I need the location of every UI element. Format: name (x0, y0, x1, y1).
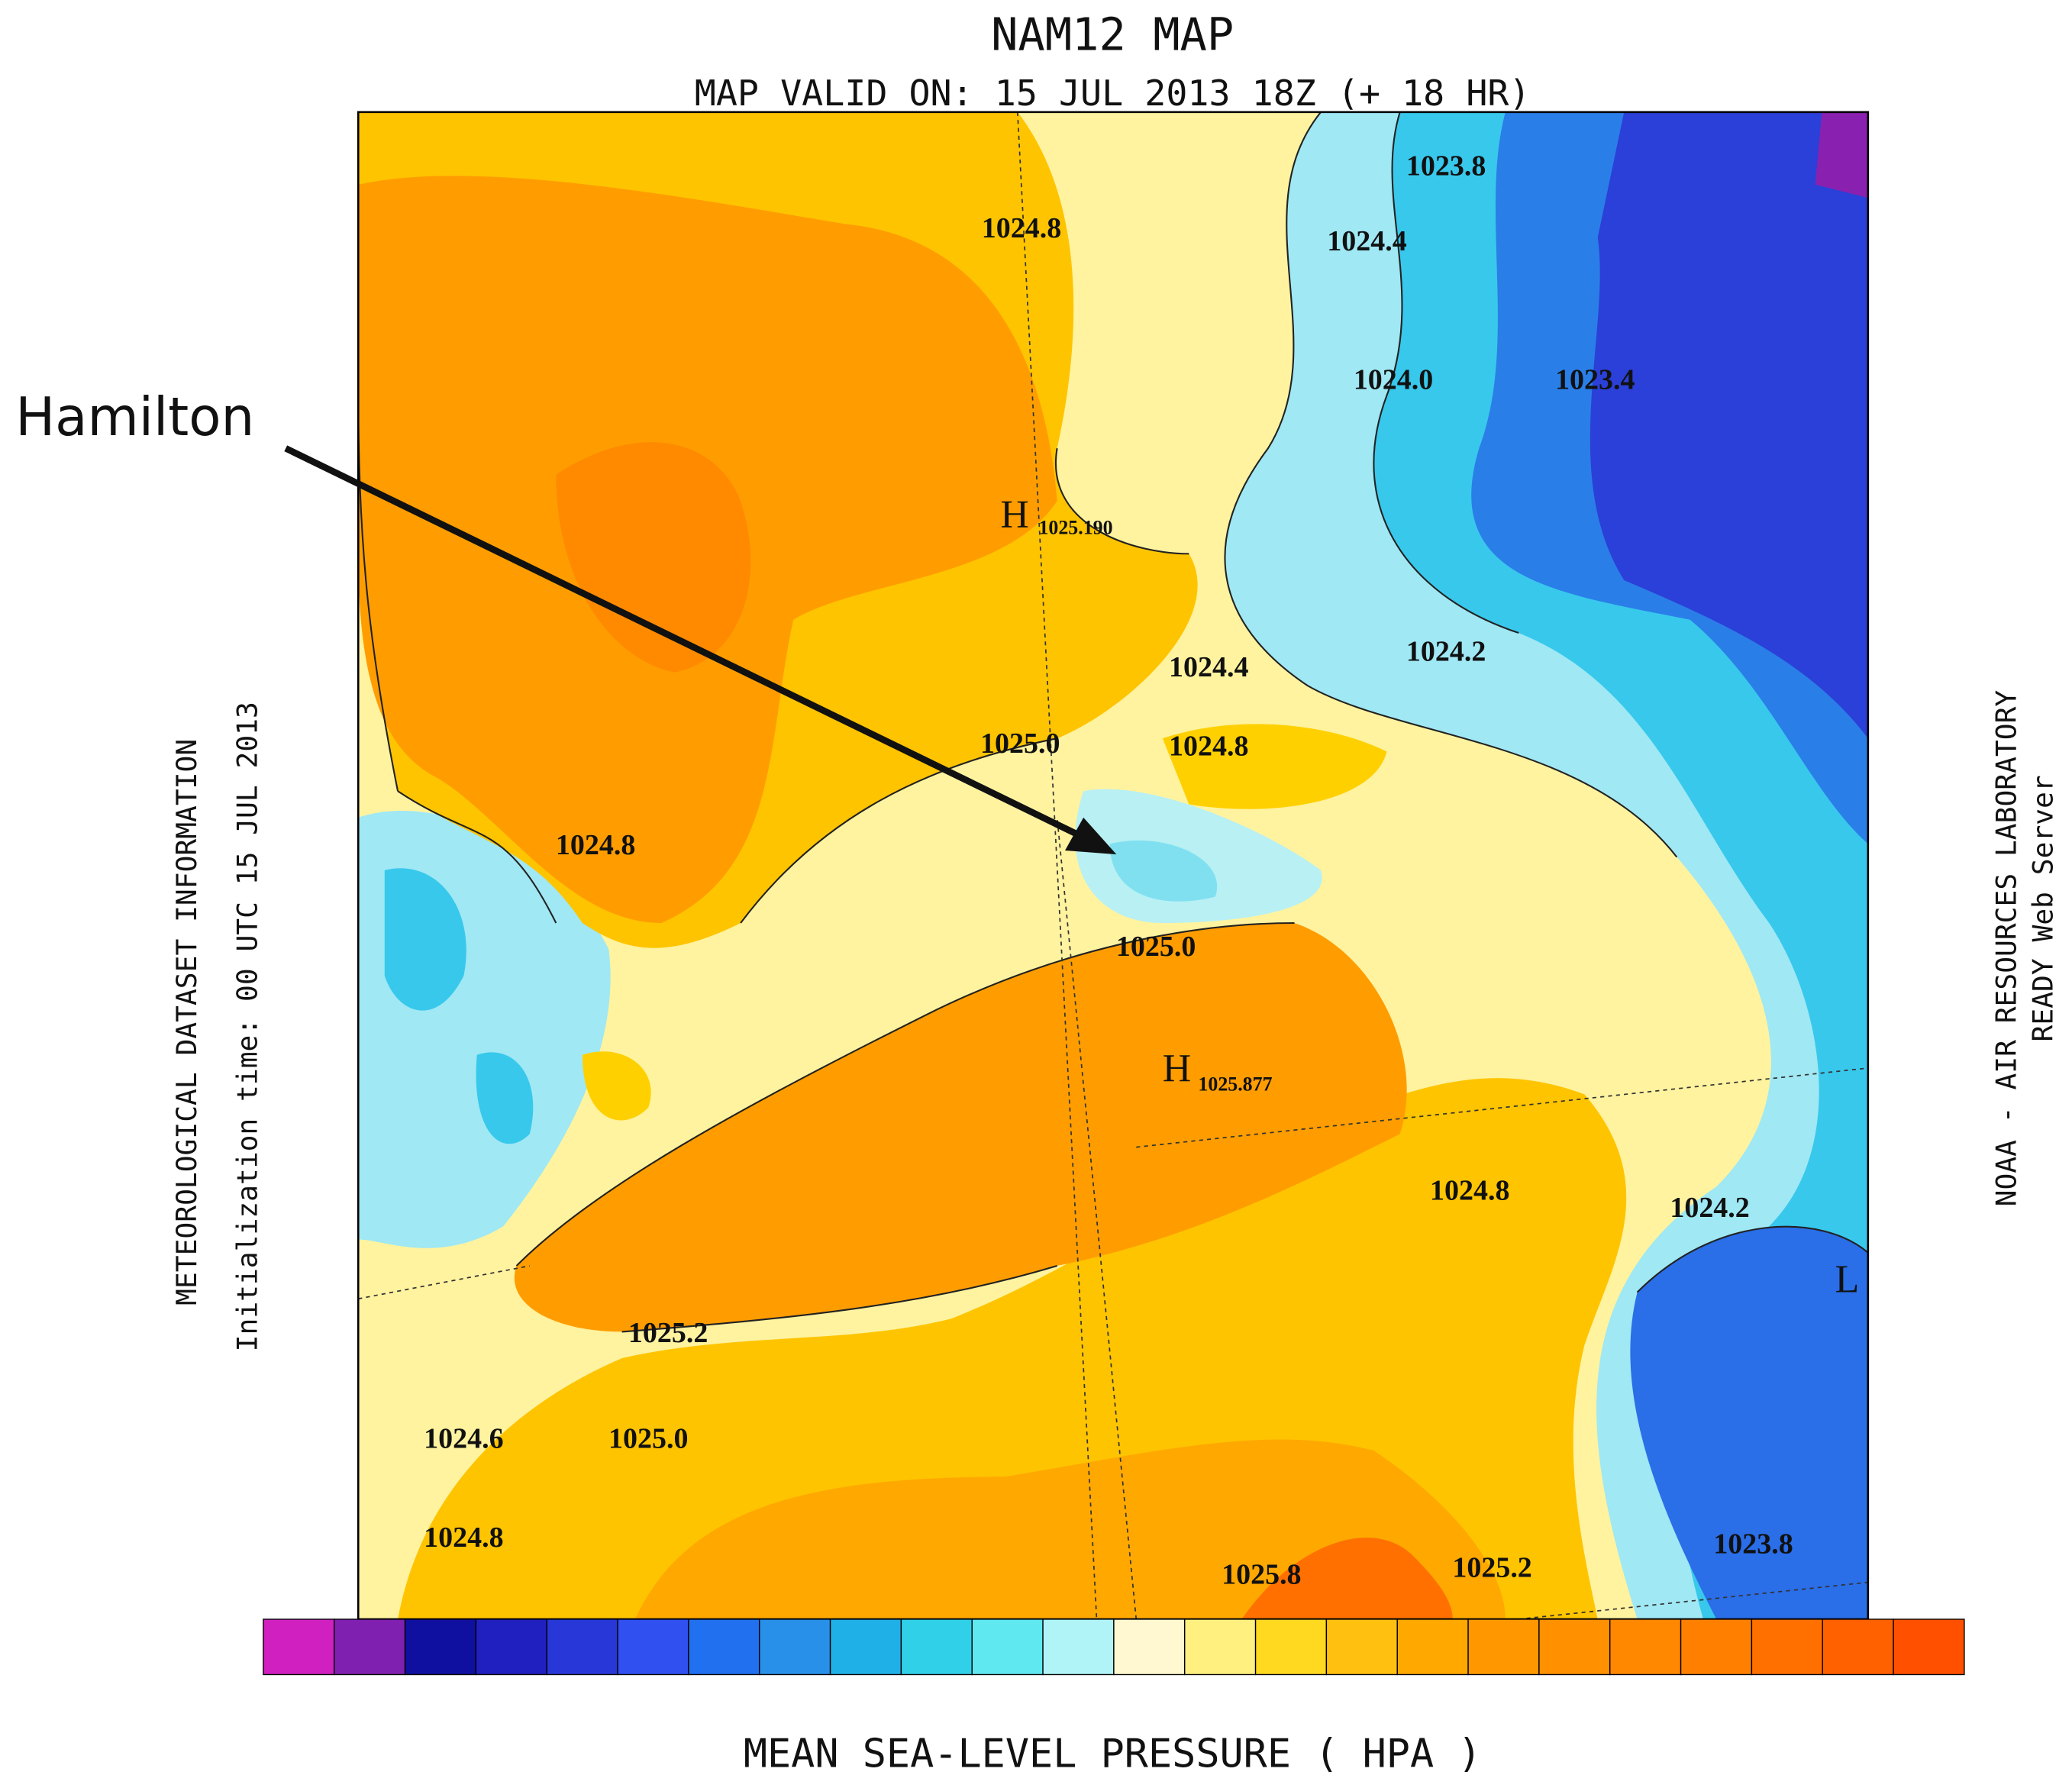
contour-label: 1023.4 (1555, 364, 1635, 396)
arrow-head (1064, 817, 1117, 855)
color-swatch (688, 1619, 760, 1676)
contour-label: 1023.8 (1406, 150, 1486, 182)
color-swatch (1822, 1619, 1894, 1676)
color-swatch (1467, 1619, 1540, 1676)
contour-label: 1024.8 (1169, 731, 1248, 763)
side-label: NOAA - AIR RESOURCES LABORATORY (1990, 690, 2022, 1207)
high-value: 1025.190 (1038, 516, 1112, 538)
annotation-arrow (284, 445, 1086, 841)
low-symbol: L (1835, 1258, 1860, 1302)
side-label: READY Web Server (2027, 775, 2060, 1041)
contour-label: 1025.2 (628, 1317, 708, 1349)
contour-label: 1025.0 (608, 1422, 688, 1454)
color-swatch (1538, 1619, 1611, 1676)
color-swatch (1184, 1619, 1257, 1676)
contour-label: 1024.4 (1327, 225, 1406, 257)
high-value: 1025.877 (1198, 1073, 1272, 1095)
color-swatch (475, 1619, 547, 1676)
color-swatch (759, 1619, 831, 1676)
color-swatch (617, 1619, 689, 1676)
color-swatch (900, 1619, 973, 1676)
footer: MEAN SEA-LEVEL PRESSURE ( HPA ) (744, 1731, 1482, 1777)
color-swatch (546, 1619, 618, 1676)
color-swatch (1113, 1619, 1186, 1676)
contour-label: 1024.8 (982, 212, 1061, 244)
color-swatch (1396, 1619, 1469, 1676)
side-label: METEOROLOGICAL DATASET INFORMATION (170, 739, 203, 1305)
color-swatch (1680, 1619, 1753, 1676)
contour-label: 1025.8 (1222, 1558, 1301, 1590)
map (358, 111, 1868, 1619)
color-swatch (1893, 1619, 1965, 1676)
contour-label: 1023.8 (1713, 1528, 1793, 1560)
contour-label: 1024.8 (1430, 1175, 1509, 1207)
color-swatch (404, 1619, 477, 1676)
contour-label: 1024.4 (1169, 651, 1248, 683)
color-swatch (334, 1619, 406, 1676)
high-symbol: H (1163, 1047, 1191, 1090)
color-swatch (829, 1619, 902, 1676)
color-swatch (971, 1619, 1044, 1676)
color-swatch (1751, 1619, 1823, 1676)
contour-label: 1025.2 (1452, 1552, 1531, 1584)
side-label: Initialization time: 00 UTC 15 JUL 2013 (231, 702, 263, 1351)
contour-label: 1025.0 (1116, 931, 1196, 963)
contour-label: 1024.0 (1354, 364, 1433, 396)
color-swatch (1042, 1619, 1115, 1676)
color-swatch (1609, 1619, 1682, 1676)
contour-label: 1024.6 (424, 1422, 503, 1454)
high-symbol: H (1000, 493, 1028, 537)
annotation: Hamilton (15, 387, 254, 448)
contour-label: 1024.2 (1406, 635, 1486, 667)
contour-label: 1025.0 (980, 728, 1060, 760)
color-swatch (1325, 1619, 1398, 1676)
contour-label: 1024.2 (1670, 1192, 1749, 1224)
contour-label: 1024.8 (556, 829, 635, 861)
color-bar (263, 1619, 1965, 1676)
subtitle: MAP VALID ON: 15 JUL 2013 18Z (+ 18 HR) (695, 73, 1531, 114)
color-swatch (263, 1619, 335, 1676)
color-swatch (1254, 1619, 1328, 1676)
contour-labels: 1023.8 1024.8 1024.4 1024.0 1023.4 1024.… (424, 150, 1859, 1591)
contour-label: 1024.8 (424, 1522, 503, 1554)
title: NAM12 MAP (991, 8, 1234, 61)
